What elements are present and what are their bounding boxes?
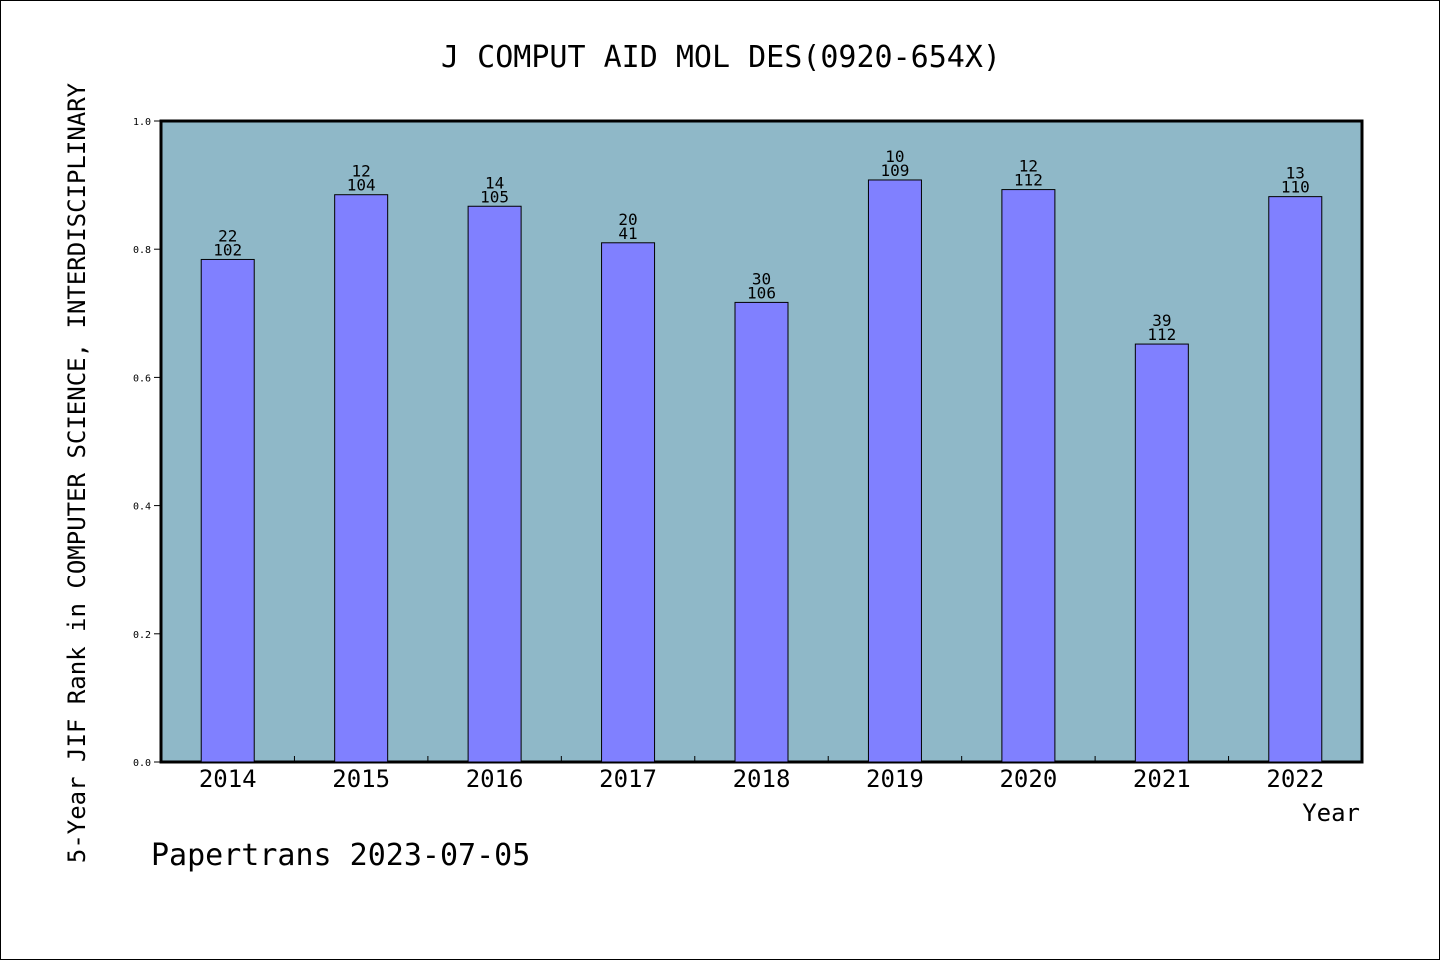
x-tick-label: 2021 [1133,765,1191,793]
x-tick-label: 2015 [332,765,390,793]
bar-rank-label: 20 [618,210,637,229]
x-tick-label: 2020 [999,765,1057,793]
y-tick-label: 0.0 [133,758,151,769]
chart-title: J COMPUT AID MOL DES(0920-654X) [441,40,1001,75]
y-tick-label: 0.6 [133,373,151,384]
bar-2021 [1134,343,1189,763]
bar-2014 [200,258,255,763]
bar-2019 [867,179,922,763]
y-tick-label: 0.8 [133,245,151,256]
bar-rank-label: 39 [1152,311,1171,330]
y-tick-label: 0.4 [133,502,151,513]
bar-total-label: 109 [880,161,909,180]
bar-total-label: 110 [1281,178,1310,197]
bar-rank-label: 12 [352,162,371,181]
bar-2018 [734,301,789,763]
bar-total-label: 105 [480,187,509,206]
bar-2015 [334,194,389,763]
bar-total-label: 112 [1014,171,1043,190]
footer-credit: Papertrans 2023-07-05 [151,838,530,873]
y-axis: 0.0 0.2 0.4 0.6 0.8 1.0 [133,117,161,769]
bar-rank-label: 30 [752,269,771,288]
bar-total-label: 112 [1147,325,1176,344]
bar-total-label: 41 [618,224,637,243]
bar-2022 [1268,196,1323,763]
bar-rank-label: 14 [485,173,504,192]
x-tick-label: 2014 [199,765,257,793]
x-axis-label: Year [1302,799,1360,827]
x-tick-label: 2019 [866,765,924,793]
bar-total-label: 102 [213,240,242,259]
y-axis-label: 5-Year JIF Rank in COMPUTER SCIENCE, INT… [63,82,91,863]
bar-2016 [467,205,522,763]
bar-rank-label: 22 [218,226,237,245]
x-tick-label: 2018 [733,765,791,793]
bar-2017 [601,242,656,763]
y-tick-label: 1.0 [133,117,151,128]
y-tick-label: 0.2 [133,630,151,641]
bar-total-label: 106 [747,283,776,302]
x-tick-label: 2022 [1266,765,1324,793]
bar-2020 [1001,189,1056,763]
bar-rank-label: 10 [885,147,904,166]
bar-rank-label: 13 [1286,164,1305,183]
x-tick-label: 2016 [466,765,524,793]
x-axis: 2014 2015 2016 2017 2018 2019 2020 2021 2022 [199,756,1324,793]
bar-rank-label: 12 [1019,157,1038,176]
bar-total-label: 104 [347,176,376,195]
x-tick-label: 2017 [599,765,657,793]
